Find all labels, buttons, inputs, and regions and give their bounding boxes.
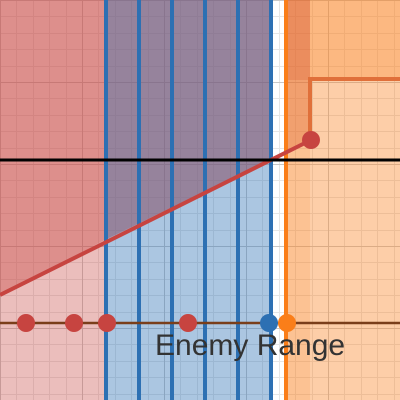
orange-step-line	[308, 77, 400, 140]
orange-point[interactable]	[278, 314, 296, 332]
red-point-2[interactable]	[65, 314, 83, 332]
red-point-1[interactable]	[17, 314, 35, 332]
orange-red-overlap	[285, 0, 310, 152]
red-point-line-end[interactable]	[302, 131, 320, 149]
red-point-3[interactable]	[98, 314, 116, 332]
points	[17, 131, 320, 332]
red-point-4[interactable]	[179, 314, 197, 332]
red-region-upper	[0, 0, 105, 295]
blue-lines	[104, 0, 273, 400]
red-line	[0, 138, 312, 297]
blue-point[interactable]	[260, 314, 278, 332]
red-blue-overlap	[105, 0, 272, 240]
orange-region-lower	[285, 80, 400, 400]
orange-region-upper	[285, 0, 400, 80]
enemy-range-label: Enemy Range	[155, 329, 345, 362]
red-region-lower	[0, 240, 105, 400]
orange-region-mid	[285, 0, 310, 400]
